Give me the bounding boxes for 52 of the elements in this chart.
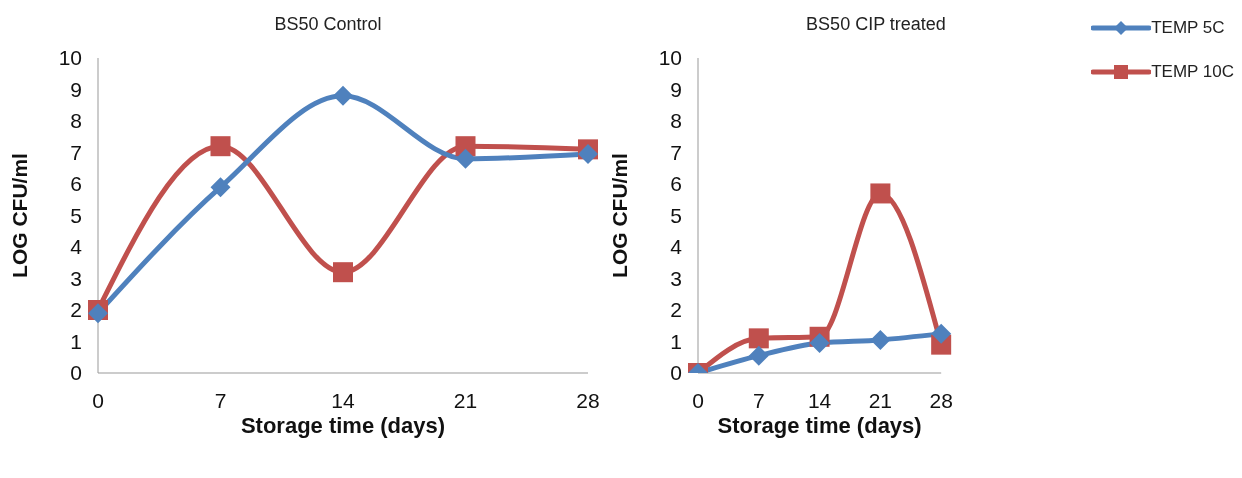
point [809, 333, 830, 354]
point [748, 345, 769, 366]
x-tick-label: 0 [92, 388, 104, 412]
y-tick-label: 9 [70, 77, 82, 101]
y-tick-label: 5 [70, 203, 82, 227]
y-tick-label: 0 [70, 361, 82, 385]
y-axis-title: LOG CFU/ml [8, 153, 32, 278]
x-tick-label: 21 [453, 388, 478, 412]
y-tick-label: 5 [670, 203, 682, 227]
x-tick-label: 7 [752, 388, 765, 412]
y-tick-label: 10 [658, 46, 682, 70]
y-tick-label: 1 [670, 329, 682, 353]
x-tick-label: 28 [929, 388, 953, 412]
point [333, 85, 353, 106]
chart-title: BS50 Control [273, 14, 383, 35]
point [210, 177, 231, 198]
x-tick-label: 7 [214, 388, 227, 412]
x-tick-label: 28 [576, 388, 600, 412]
y-tick-label: 6 [70, 172, 82, 196]
y-tick-label: 6 [670, 172, 682, 196]
y-tick-label: 0 [670, 361, 682, 385]
x-axis-title: Storage time (days) [240, 413, 446, 438]
y-tick-label: 7 [670, 140, 682, 164]
x-axis-title: Storage time (days) [717, 413, 922, 438]
y-tick-label: 1 [70, 329, 82, 353]
point [333, 262, 353, 283]
point [578, 144, 598, 165]
y-tick-label: 3 [70, 266, 82, 290]
y-tick-label: 8 [70, 109, 82, 133]
point [870, 329, 891, 350]
y-axis-title: LOG CFU/ml [608, 153, 632, 278]
y-tick-label: 2 [70, 298, 82, 322]
point [455, 148, 476, 169]
point [870, 183, 891, 204]
x-tick-label: 14 [807, 388, 832, 412]
chart-title: BS50 CIP treated [805, 14, 947, 35]
x-tick-label: 21 [868, 388, 893, 412]
x-tick-label: 0 [692, 388, 704, 412]
x-tick-label: 14 [331, 388, 355, 412]
legend-label: TEMP 10C [1151, 62, 1234, 82]
point [210, 136, 231, 157]
y-tick-label: 10 [58, 46, 82, 70]
y-tick-label: 3 [670, 266, 682, 290]
y-tick-label: 9 [670, 77, 682, 101]
point [748, 328, 769, 349]
y-tick-label: 4 [70, 235, 83, 259]
y-tick-label: 7 [70, 140, 82, 164]
y-tick-label: 8 [670, 109, 682, 133]
y-tick-label: 2 [670, 298, 682, 322]
y-tick-label: 4 [670, 235, 683, 259]
point [931, 323, 952, 344]
legend-label: TEMP 5C [1151, 18, 1225, 38]
